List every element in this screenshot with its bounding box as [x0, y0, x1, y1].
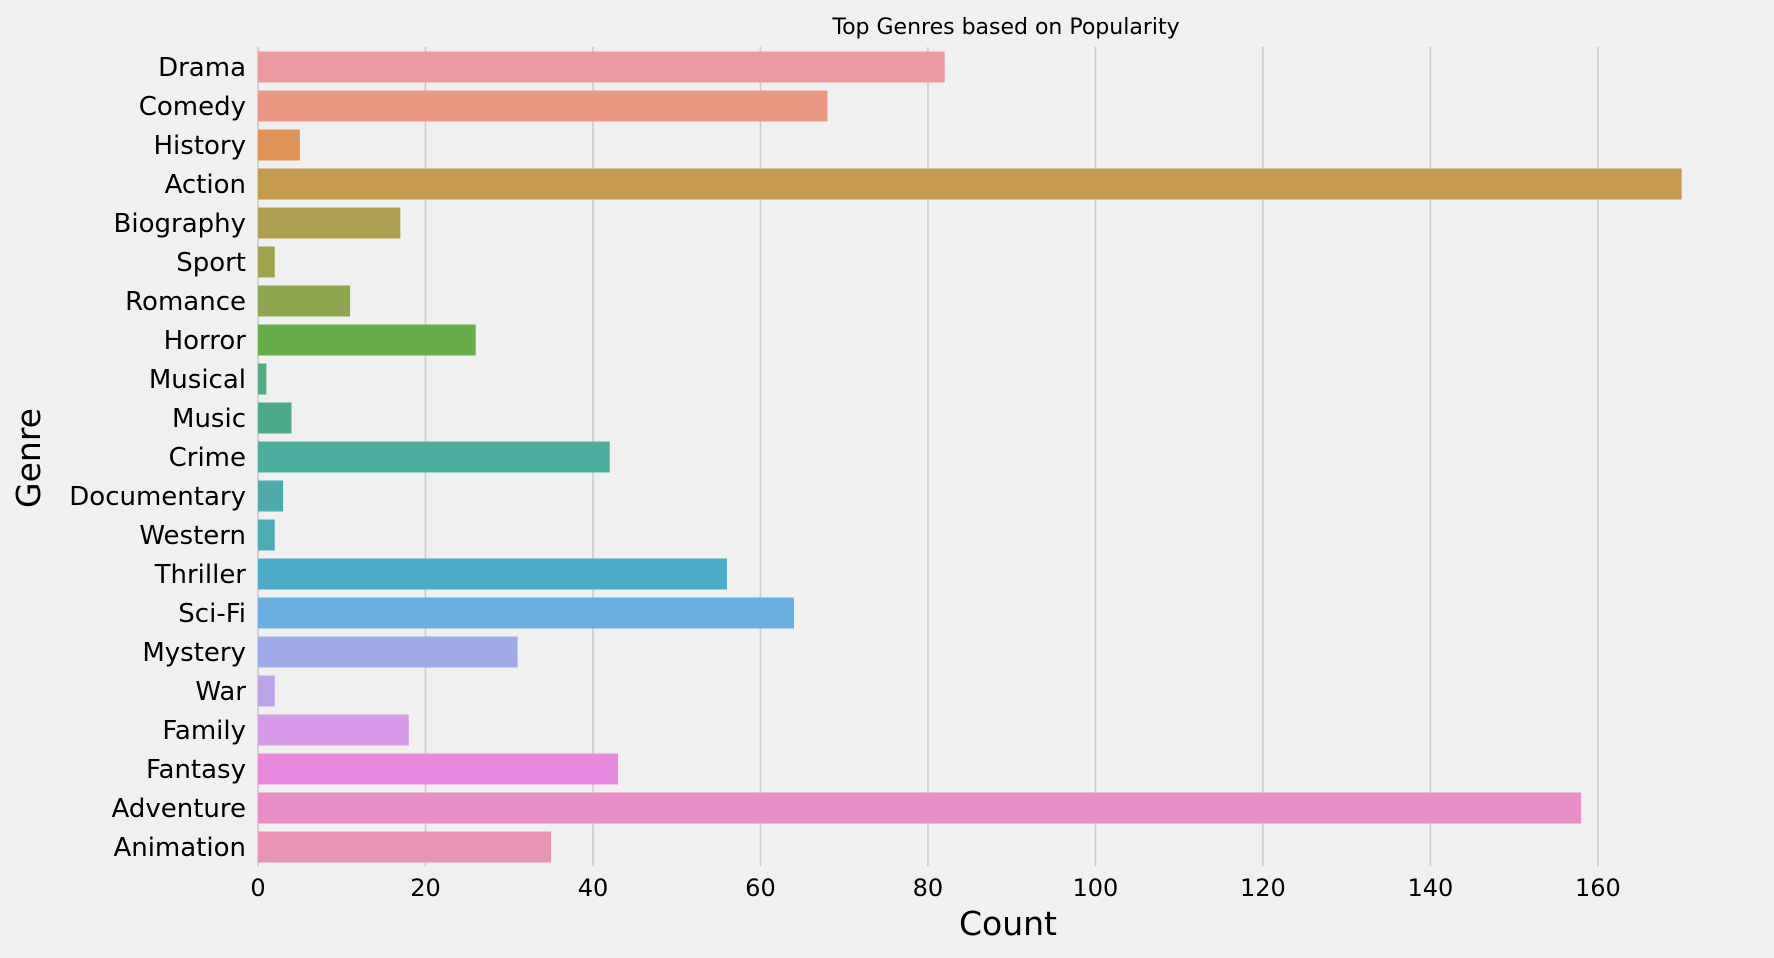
bar: [258, 519, 275, 551]
x-axis-label: Count: [959, 904, 1057, 943]
y-tick-label: Sport: [176, 248, 246, 278]
bar: [258, 597, 794, 629]
bar: [258, 558, 727, 590]
bar: [258, 129, 300, 161]
x-tick-label: 80: [913, 874, 944, 902]
bar: [258, 363, 267, 395]
bar: [258, 207, 401, 239]
bar: [258, 675, 275, 707]
bar: [258, 792, 1582, 824]
x-tick-label: 40: [578, 874, 609, 902]
y-tick-label: Animation: [113, 833, 246, 863]
chart-title: Top Genres based on Popularity: [831, 15, 1179, 40]
y-tick-label: Crime: [169, 443, 246, 473]
bar: [258, 90, 828, 122]
y-tick-label: Sci-Fi: [178, 599, 246, 629]
bar: [258, 324, 476, 356]
y-tick-label: History: [154, 131, 247, 161]
y-tick-label: Romance: [125, 287, 246, 317]
y-tick-label: War: [195, 677, 246, 707]
bar-series: [258, 51, 1682, 863]
x-tick-label: 120: [1240, 874, 1286, 902]
bar: [258, 636, 518, 668]
bar: [258, 285, 351, 317]
y-tick-label: Horror: [164, 326, 247, 356]
bar: [258, 246, 275, 278]
y-tick-label: Fantasy: [146, 755, 246, 785]
x-tick-label: 100: [1073, 874, 1119, 902]
y-tick-label: Action: [165, 170, 246, 200]
y-axis-label: Genre: [9, 408, 48, 508]
y-tick-label: Comedy: [139, 92, 246, 122]
x-tick-label: 60: [745, 874, 776, 902]
bar: [258, 753, 619, 785]
x-tick-label: 160: [1575, 874, 1621, 902]
bar: [258, 480, 284, 512]
bar: [258, 168, 1682, 200]
y-tick-labels: Drama Comedy History Action Biography Sport Ro…: [69, 53, 246, 863]
x-tick-label: 140: [1407, 874, 1453, 902]
x-tick-labels: 0 20 40 60 80 100 120 140 160: [250, 874, 1620, 902]
y-tick-label: Musical: [149, 365, 246, 395]
bar: [258, 402, 292, 434]
bar: [258, 441, 610, 473]
y-tick-label: Western: [139, 521, 246, 551]
bar: [258, 51, 945, 83]
x-tick-label: 0: [250, 874, 265, 902]
x-tick-label: 20: [410, 874, 441, 902]
bar: [258, 714, 409, 746]
bar: [258, 831, 552, 863]
y-tick-label: Adventure: [112, 794, 246, 824]
y-tick-label: Biography: [114, 209, 246, 239]
y-tick-label: Mystery: [142, 638, 246, 668]
y-tick-label: Documentary: [69, 482, 246, 512]
y-tick-label: Family: [162, 716, 246, 746]
y-tick-label: Music: [172, 404, 246, 434]
y-tick-label: Thriller: [154, 560, 247, 590]
y-tick-label: Drama: [158, 53, 246, 83]
